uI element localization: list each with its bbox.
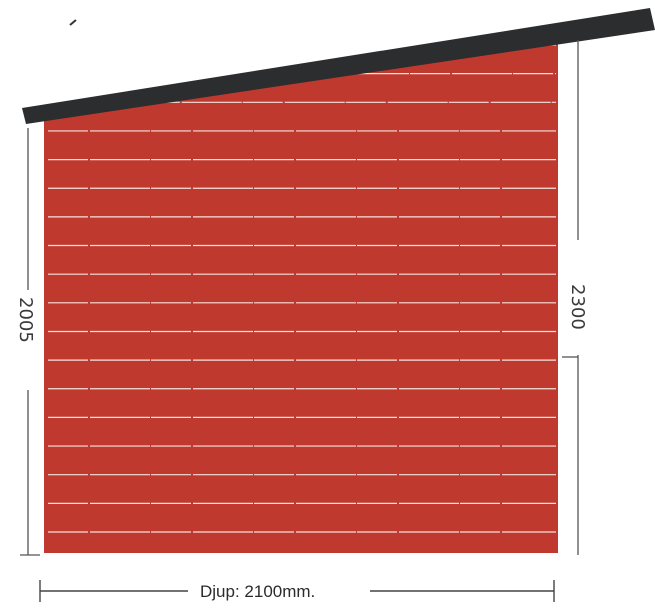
right-height-dimension — [562, 40, 579, 555]
pen-mark — [69, 19, 77, 26]
roof-edge — [22, 8, 655, 124]
right-height-label: 2300 — [567, 284, 588, 330]
left-height-label: 2005 — [15, 297, 36, 343]
left-height-dimension — [20, 128, 40, 556]
depth-dimension — [39, 580, 555, 602]
wall-panel — [44, 30, 558, 553]
plank-lines — [48, 44, 556, 533]
depth-label: Djup: 2100mm. — [200, 582, 315, 601]
